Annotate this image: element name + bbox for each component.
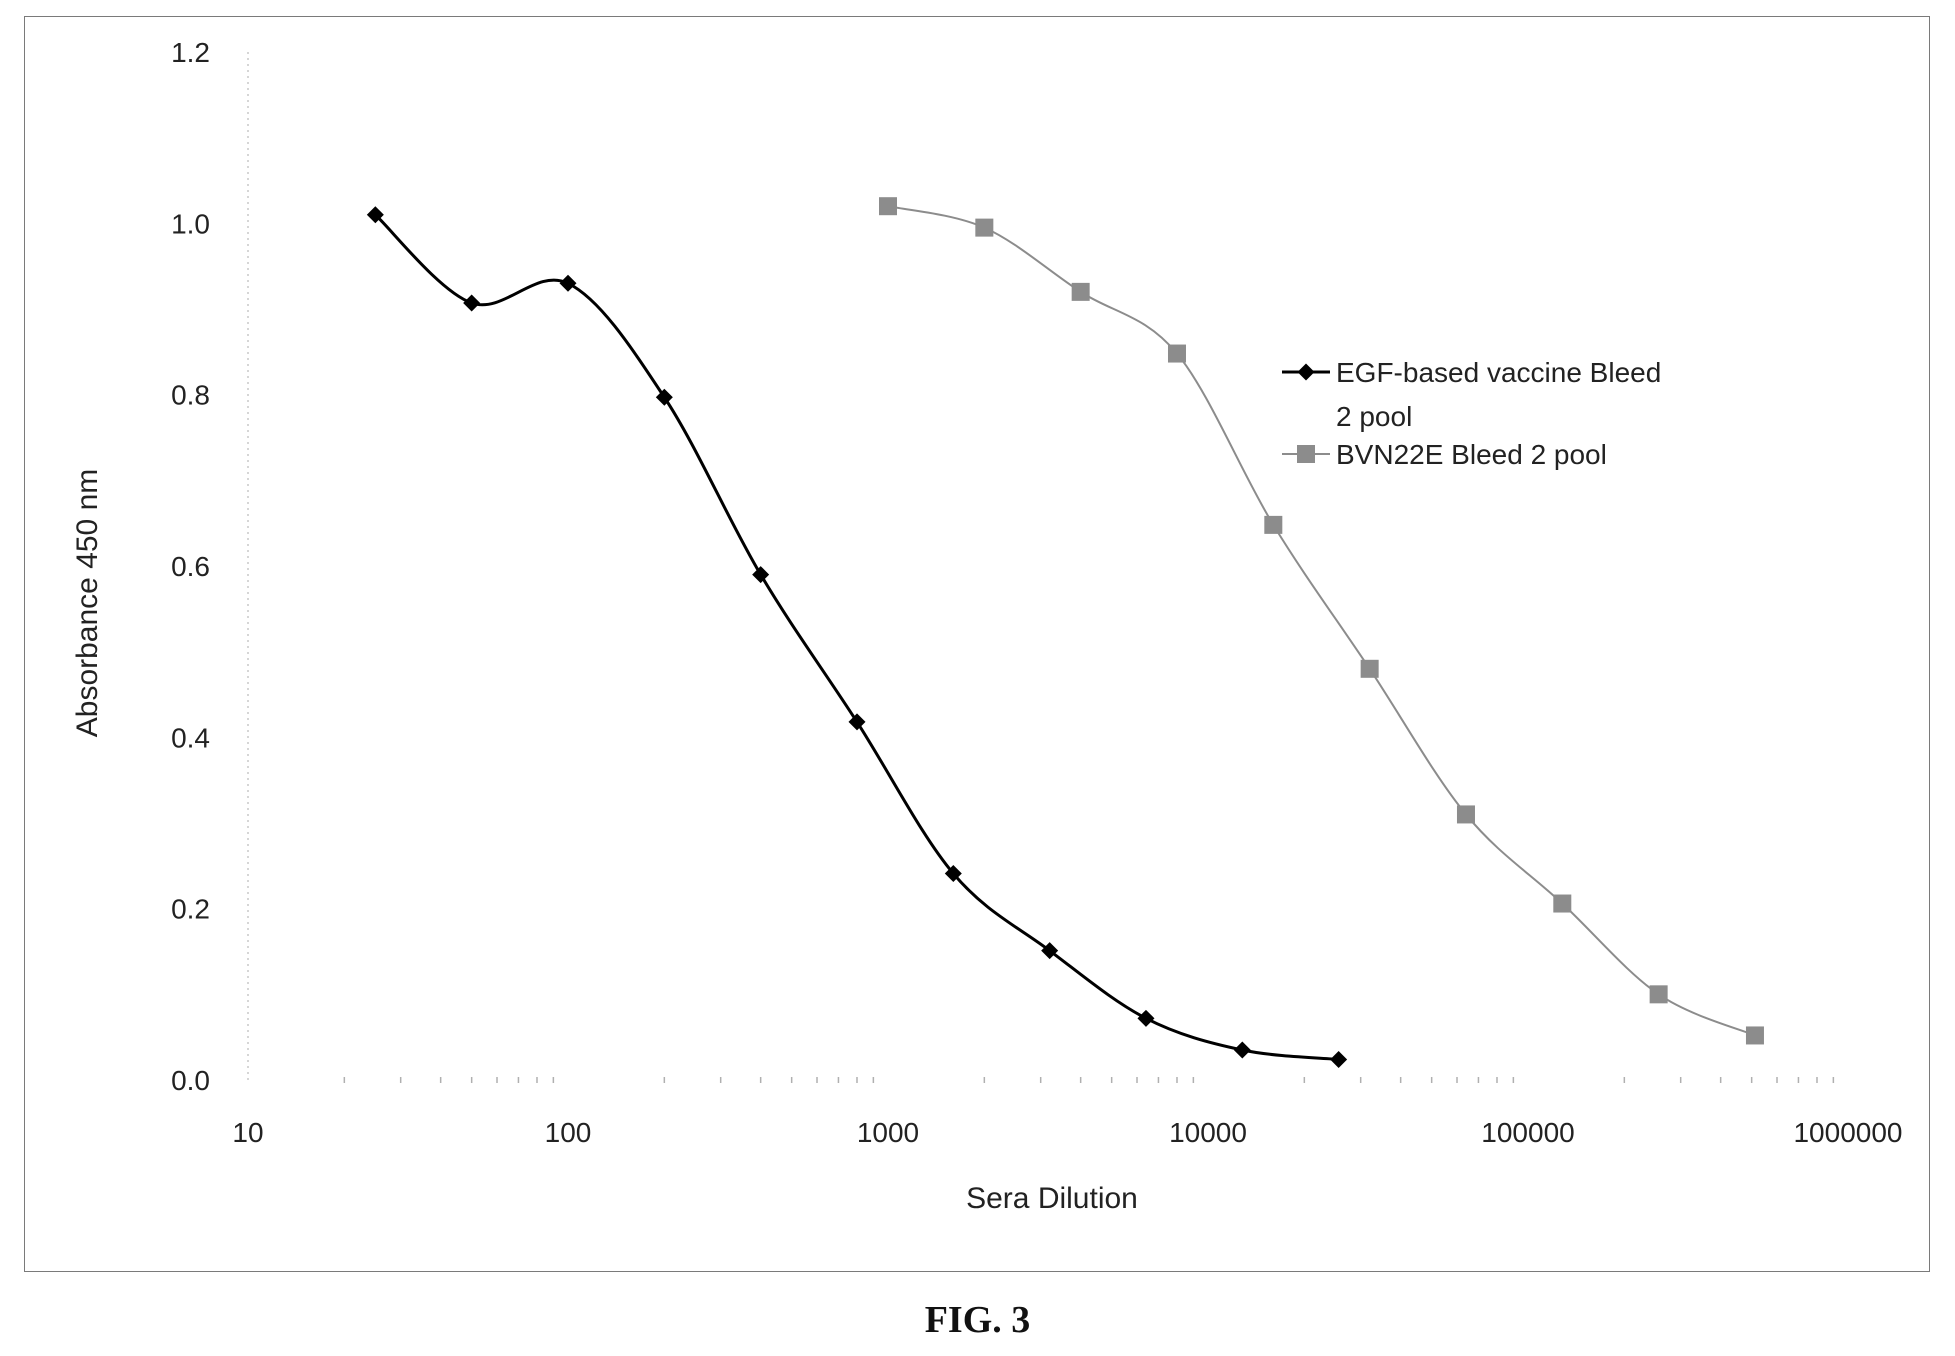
series-layer bbox=[366, 197, 1764, 1068]
series-1-point bbox=[655, 388, 673, 406]
series-2-line bbox=[887, 205, 1756, 1037]
series-1-point bbox=[559, 274, 577, 292]
x-axis-tick-labels: 10 100 1000 10000 100000 1000000 bbox=[232, 1117, 1902, 1148]
series-2-point bbox=[879, 197, 897, 216]
x-axis-minor-ticks bbox=[343, 1077, 1835, 1083]
figure-frame bbox=[24, 16, 1930, 1272]
y-tick-label: 0.0 bbox=[171, 1065, 210, 1096]
series-2-point bbox=[1071, 282, 1090, 301]
series-1-point bbox=[1041, 942, 1059, 960]
series-2-point bbox=[1360, 659, 1379, 678]
series-2-point bbox=[1264, 515, 1283, 534]
y-tick-label: 1.2 bbox=[171, 37, 210, 68]
y-axis-title: Absorbance 450 nm bbox=[71, 469, 104, 738]
series-2-point bbox=[1167, 344, 1186, 363]
series-1-point bbox=[848, 713, 866, 731]
x-tick-label: 10 bbox=[232, 1117, 263, 1148]
series-2-point bbox=[1745, 1026, 1764, 1045]
x-tick-label: 1000000 bbox=[1793, 1117, 1902, 1148]
series-1-line bbox=[374, 213, 1339, 1061]
series-2-point bbox=[1456, 805, 1475, 824]
x-tick-label: 1000 bbox=[857, 1117, 919, 1148]
legend-swatch-marker-1 bbox=[1297, 363, 1315, 381]
legend-swatch-marker-2 bbox=[1297, 445, 1315, 463]
y-tick-label: 0.4 bbox=[171, 722, 210, 753]
series-1-point bbox=[463, 294, 481, 312]
series-2-point bbox=[1553, 894, 1572, 913]
series-1 bbox=[366, 206, 1348, 1068]
series-1-point bbox=[366, 206, 384, 224]
y-axis-tick-labels: 0.0 0.2 0.4 0.6 0.8 1.0 1.2 bbox=[171, 37, 210, 1096]
y-tick-label: 0.6 bbox=[171, 551, 210, 582]
legend-label-1: EGF-based vaccine Bleed bbox=[1336, 357, 1661, 388]
series-1-point bbox=[752, 566, 770, 584]
legend-label-2: BVN22E Bleed 2 pool bbox=[1336, 439, 1607, 470]
figure-caption: FIG. 3 bbox=[924, 1299, 1031, 1341]
y-tick-label: 1.0 bbox=[171, 208, 210, 239]
series-2-point bbox=[975, 218, 994, 237]
x-tick-label: 100000 bbox=[1481, 1117, 1574, 1148]
series-1-point bbox=[1330, 1050, 1348, 1068]
series-2-point bbox=[1649, 985, 1668, 1004]
y-tick-label: 0.2 bbox=[171, 894, 210, 925]
series-1-point bbox=[1233, 1041, 1251, 1059]
y-tick-label: 0.8 bbox=[171, 380, 210, 411]
x-tick-label: 10000 bbox=[1169, 1117, 1247, 1148]
legend-label-1: 2 pool bbox=[1336, 401, 1412, 432]
x-axis-title: Sera Dilution bbox=[966, 1182, 1138, 1215]
legend: EGF-based vaccine Bleed 2 pool BVN22E Blee… bbox=[1282, 357, 1661, 470]
series-2 bbox=[879, 197, 1764, 1045]
x-tick-label: 100 bbox=[545, 1117, 592, 1148]
series-1-point bbox=[1137, 1009, 1155, 1027]
series-1-point bbox=[944, 865, 962, 883]
